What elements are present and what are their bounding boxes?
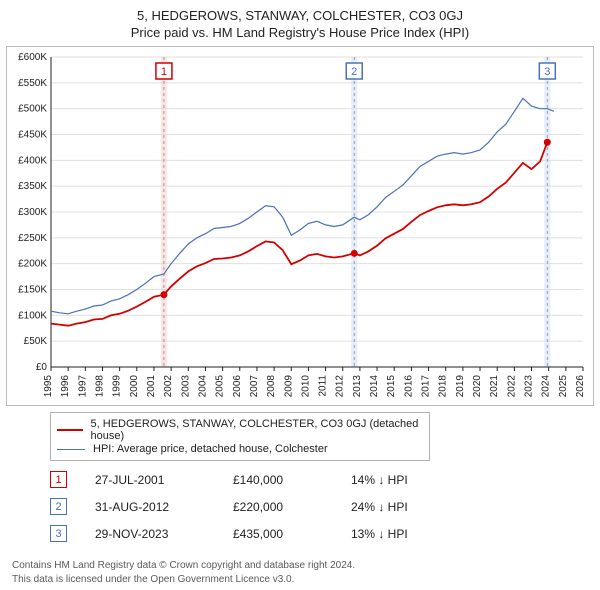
x-tick-label: 2018 <box>438 375 449 398</box>
sale-dot <box>544 139 551 146</box>
sale-row: 1 27-JUL-2001 £140,000 14% ↓ HPI <box>50 471 594 488</box>
sale-marker-number: 2 <box>351 66 357 78</box>
sale-row-hpi-delta: 24% ↓ HPI <box>351 500 408 514</box>
sale-row-date: 27-JUL-2001 <box>95 473 205 487</box>
chart-area: £0 £50K £100K £150K £200K £250K £300K £350K £400… <box>6 46 594 406</box>
sale-row-hpi-delta: 14% ↓ HPI <box>351 473 408 487</box>
y-tick-label: £500K <box>18 104 47 115</box>
y-tick-label: £600K <box>18 52 47 63</box>
legend-row: HPI: Average price, detached house, Colc… <box>57 443 423 455</box>
price-paid-line <box>51 142 547 325</box>
legend-label: 5, HEDGEROWS, STANWAY, COLCHESTER, CO3 0… <box>91 418 423 442</box>
x-tick-label: 2012 <box>335 375 346 398</box>
x-tick-label: 2007 <box>249 375 260 398</box>
sale-row-date: 31-AUG-2012 <box>95 500 205 514</box>
x-tick-label: 2015 <box>386 375 397 398</box>
y-tick-label: £50K <box>24 336 48 347</box>
y-tick-label: £300K <box>18 207 47 218</box>
footer-line-1: Contains HM Land Registry data © Crown c… <box>12 559 588 573</box>
chart-container: 5, HEDGEROWS, STANWAY, COLCHESTER, CO3 0… <box>0 0 600 590</box>
y-tick-label: £200K <box>18 259 47 270</box>
x-tick-label: 2004 <box>197 375 208 398</box>
legend: 5, HEDGEROWS, STANWAY, COLCHESTER, CO3 0… <box>50 412 430 461</box>
x-tick-label: 2022 <box>506 375 517 398</box>
x-tick-label: 1995 <box>43 375 54 398</box>
title-main: 5, HEDGEROWS, STANWAY, COLCHESTER, CO3 0… <box>6 8 594 23</box>
hpi-line <box>51 98 554 313</box>
x-tick-label: 1998 <box>94 375 105 398</box>
sale-dot <box>351 250 358 257</box>
x-tick-label: 2001 <box>146 375 157 398</box>
sale-dot <box>160 291 167 298</box>
sale-marker-number: 1 <box>161 66 167 78</box>
chart-svg: £0 £50K £100K £150K £200K £250K £300K £350K £400… <box>7 47 593 405</box>
titles: 5, HEDGEROWS, STANWAY, COLCHESTER, CO3 0… <box>6 8 594 46</box>
x-tick-label: 2002 <box>163 375 174 398</box>
sale-row: 3 29-NOV-2023 £435,000 13% ↓ HPI <box>50 525 594 542</box>
y-tick-label: £250K <box>18 233 47 244</box>
sale-row-price: £220,000 <box>233 500 323 514</box>
x-tick-label: 2006 <box>232 375 243 398</box>
sale-row-marker: 1 <box>50 471 67 488</box>
y-tick-label: £150K <box>18 285 47 296</box>
x-tick-label: 1997 <box>77 375 88 398</box>
x-tick-label: 2017 <box>421 375 432 398</box>
sale-row-price: £140,000 <box>233 473 323 487</box>
x-tick-label: 2026 <box>575 375 586 398</box>
x-tick-label: 2020 <box>472 375 483 398</box>
sale-row-date: 29-NOV-2023 <box>95 527 205 541</box>
x-tick-label: 2009 <box>283 375 294 398</box>
x-tick-label: 2000 <box>129 375 140 398</box>
sale-row: 2 31-AUG-2012 £220,000 24% ↓ HPI <box>50 498 594 515</box>
x-tick-label: 2013 <box>352 375 363 398</box>
x-tick-label: 2010 <box>300 375 311 398</box>
sale-row-marker: 3 <box>50 525 67 542</box>
legend-swatch <box>57 429 83 431</box>
y-tick-label: £100K <box>18 310 47 321</box>
footer-line-2: This data is licensed under the Open Gov… <box>12 573 588 587</box>
footer-note: Contains HM Land Registry data © Crown c… <box>6 557 594 586</box>
x-tick-label: 1999 <box>112 375 123 398</box>
x-tick-label: 2023 <box>524 375 535 398</box>
y-tick-label: £400K <box>18 155 47 166</box>
sale-row-hpi-delta: 13% ↓ HPI <box>351 527 408 541</box>
x-tick-label: 2025 <box>558 375 569 398</box>
x-tick-label: 2011 <box>318 375 329 397</box>
x-tick-label: 2003 <box>180 375 191 398</box>
legend-row: 5, HEDGEROWS, STANWAY, COLCHESTER, CO3 0… <box>57 418 423 442</box>
sale-row-price: £435,000 <box>233 527 323 541</box>
y-tick-label: £550K <box>18 78 47 89</box>
x-tick-label: 2014 <box>369 375 380 398</box>
x-tick-label: 2019 <box>455 375 466 398</box>
y-tick-label: £0 <box>36 362 48 373</box>
x-tick-label: 2016 <box>403 375 414 398</box>
x-tick-label: 2021 <box>489 375 500 398</box>
legend-swatch <box>57 449 85 450</box>
x-tick-label: 2008 <box>266 375 277 398</box>
sale-row-marker: 2 <box>50 498 67 515</box>
x-tick-label: 2024 <box>541 375 552 398</box>
sale-marker-number: 3 <box>544 66 550 78</box>
legend-label: HPI: Average price, detached house, Colc… <box>93 443 328 455</box>
title-sub: Price paid vs. HM Land Registry's House … <box>6 25 594 40</box>
sales-table: 1 27-JUL-2001 £140,000 14% ↓ HPI 2 31-AUG-201… <box>50 471 594 552</box>
y-tick-label: £450K <box>18 130 47 141</box>
x-tick-label: 1996 <box>60 375 71 398</box>
x-tick-label: 2005 <box>215 375 226 398</box>
y-tick-label: £350K <box>18 181 47 192</box>
